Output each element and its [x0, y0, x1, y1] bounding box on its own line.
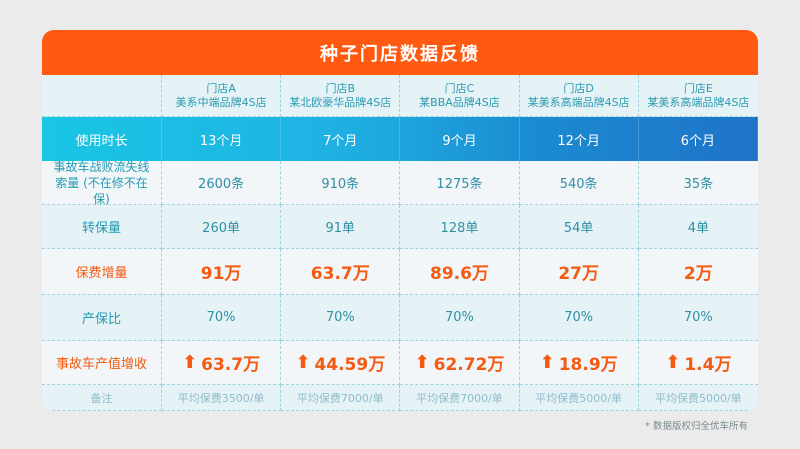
- table-header-row: 门店A 美系中端品牌4S店 门店B 某北欧豪华品牌4S店 门店C 某BBA品牌4…: [42, 75, 758, 117]
- store-desc: 某美系高端品牌4S店: [647, 95, 750, 109]
- arrow-up-icon: ⬆: [539, 352, 555, 373]
- revenue-row: 事故车产值增收 ⬆ 63.7万 ⬆ 44.59万 ⬆ 62.72万 ⬆ 18.9…: [42, 341, 758, 385]
- cell-value: 18.9万: [558, 355, 618, 375]
- cell-value: 63.7万: [201, 355, 261, 375]
- table-cell: 7个月: [281, 117, 401, 161]
- table-cell: 6个月: [639, 117, 758, 161]
- table-cell: ⬆ 18.9万: [519, 341, 639, 385]
- table-cell: 平均保费7000/单: [400, 385, 520, 411]
- store-name: 门店A: [206, 81, 236, 95]
- table-cell: 91万: [162, 249, 282, 295]
- table-cell: 平均保费7000/单: [281, 385, 401, 411]
- row-label: 产保比: [42, 295, 162, 341]
- table-cell: 35条: [638, 161, 758, 205]
- table-cell: ⬆ 63.7万: [162, 341, 282, 385]
- table-cell: ⬆ 44.59万: [281, 341, 401, 385]
- transfer-row: 转保量 260单 91单 128单 54单 4单: [42, 205, 758, 249]
- store-desc: 某BBA品牌4S店: [419, 95, 500, 109]
- table-cell: 4单: [638, 205, 758, 249]
- table-cell: 2万: [638, 249, 758, 295]
- table-cell: 128单: [400, 205, 520, 249]
- table-cell: 89.6万: [400, 249, 520, 295]
- table-cell: 27万: [519, 249, 639, 295]
- table-cell: 2600条: [162, 161, 282, 205]
- data-table: 门店A 美系中端品牌4S店 门店B 某北欧豪华品牌4S店 门店C 某BBA品牌4…: [42, 75, 758, 411]
- header-store-d: 门店D 某美系高端品牌4S店: [519, 75, 639, 117]
- table-cell: 12个月: [520, 117, 639, 161]
- table-cell: 91单: [281, 205, 401, 249]
- store-name: 门店C: [444, 81, 475, 95]
- table-cell: 70%: [162, 295, 282, 341]
- note-row: 备注 平均保费3500/单 平均保费7000/单 平均保费7000/单 平均保费…: [42, 385, 758, 411]
- table-cell: 260单: [162, 205, 282, 249]
- arrow-up-icon: ⬆: [414, 352, 430, 373]
- header-empty-cell: [42, 75, 162, 117]
- table-cell: 平均保费3500/单: [162, 385, 282, 411]
- store-name: 门店D: [563, 81, 594, 95]
- usage-row: 使用时长 13个月 7个月 9个月 12个月 6个月: [42, 117, 758, 161]
- table-cell: 平均保费5000/单: [638, 385, 758, 411]
- table-cell: 9个月: [400, 117, 520, 161]
- row-label: 转保量: [42, 205, 162, 249]
- table-cell: 910条: [281, 161, 401, 205]
- data-card: 种子门店数据反馈 门店A 美系中端品牌4S店 门店B 某北欧豪华品牌4S店 门店…: [42, 30, 758, 411]
- table-cell: 63.7万: [281, 249, 401, 295]
- ratio-row: 产保比 70% 70% 70% 70% 70%: [42, 295, 758, 341]
- row-label: 使用时长: [42, 117, 162, 161]
- page-title: 种子门店数据反馈: [42, 30, 758, 75]
- header-store-e: 门店E 某美系高端品牌4S店: [638, 75, 758, 117]
- table-cell: 1275条: [400, 161, 520, 205]
- table-cell: 70%: [281, 295, 401, 341]
- header-store-c: 门店C 某BBA品牌4S店: [400, 75, 520, 117]
- copyright-note: * 数据版权归全优车所有: [645, 421, 748, 432]
- row-label: 备注: [42, 385, 162, 411]
- arrow-up-icon: ⬆: [182, 352, 198, 373]
- store-desc: 某美系高端品牌4S店: [527, 95, 630, 109]
- store-name: 门店B: [325, 81, 356, 95]
- table-cell: 平均保费5000/单: [519, 385, 639, 411]
- table-cell: 13个月: [162, 117, 282, 161]
- arrow-up-icon: ⬆: [665, 352, 681, 373]
- cell-value: 62.72万: [433, 355, 505, 375]
- row-label: 保费增量: [42, 249, 162, 295]
- table-cell: 70%: [400, 295, 520, 341]
- cell-value: 1.4万: [684, 355, 732, 375]
- table-cell: 54单: [519, 205, 639, 249]
- table-cell: ⬆ 62.72万: [400, 341, 520, 385]
- header-store-b: 门店B 某北欧豪华品牌4S店: [281, 75, 401, 117]
- row-label: 事故车战败流失线索量 (不在修不在保): [42, 160, 162, 206]
- arrow-up-icon: ⬆: [295, 352, 311, 373]
- premium-row: 保费增量 91万 63.7万 89.6万 27万 2万: [42, 249, 758, 295]
- store-desc: 美系中端品牌4S店: [175, 95, 267, 109]
- table-cell: 70%: [519, 295, 639, 341]
- row-label: 事故车产值增收: [42, 341, 162, 385]
- store-name: 门店E: [683, 81, 713, 95]
- cell-value: 44.59万: [314, 355, 386, 375]
- store-desc: 某北欧豪华品牌4S店: [289, 95, 392, 109]
- table-cell: 70%: [638, 295, 758, 341]
- header-store-a: 门店A 美系中端品牌4S店: [162, 75, 282, 117]
- leads-row: 事故车战败流失线索量 (不在修不在保) 2600条 910条 1275条 540…: [42, 160, 758, 206]
- table-cell: ⬆ 1.4万: [638, 341, 758, 385]
- table-cell: 540条: [519, 161, 639, 205]
